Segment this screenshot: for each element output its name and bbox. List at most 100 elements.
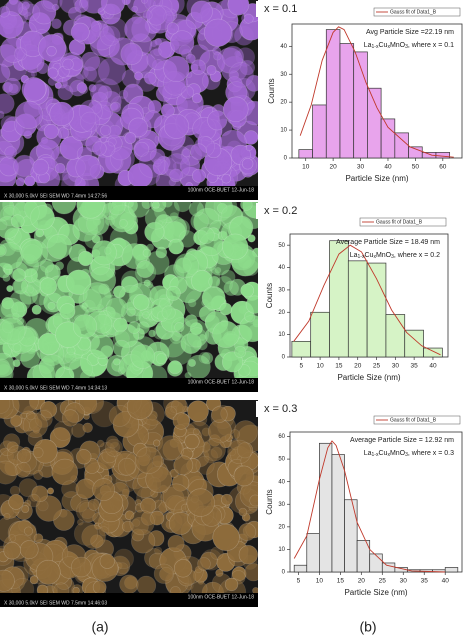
fit-curve [293,440,446,573]
grain [51,202,77,215]
grain [104,438,123,457]
grain [0,400,14,419]
grain [151,202,160,210]
grain [240,202,253,211]
grain [92,478,115,501]
histogram-bar [423,347,443,358]
x-tick-label: 40 [429,363,437,370]
legend-text: Gauss fit of Data1_B [390,9,437,15]
grain [227,439,252,465]
x-tick-label: 5 [299,363,303,370]
formula-part: 1-x [372,452,379,458]
grain [173,559,193,578]
grain [166,22,179,35]
grain [15,177,25,187]
grain [99,553,115,569]
x-tick-label: 5 [297,578,301,585]
grain [105,297,128,320]
grain [61,480,79,498]
grain [3,77,22,96]
grain [249,494,258,507]
grain [134,71,143,81]
caption: (b) [359,619,376,635]
legend-text: Gauss fit of Data1_B [376,219,423,225]
grain [130,344,155,369]
grain [96,439,105,448]
x-tick-label: 15 [335,363,343,370]
footer-text: X 30,000 5.0kV SEI SEM WD 7.4mm 14:27:56 [4,193,107,199]
caption: (a) [91,619,108,635]
grain [245,74,258,92]
x-tick-label: 30 [400,578,408,585]
grain [213,202,238,218]
x-tick-label: 20 [354,363,362,370]
grain [227,0,250,16]
grain [100,124,112,136]
footer-bar [0,593,258,607]
grain [215,568,224,577]
grain [160,103,175,118]
y-tick-label: 40 [280,44,287,50]
y-axis-label: Counts [265,283,274,308]
formula-part: Cu [364,252,373,259]
grain [144,110,163,129]
grain [82,282,111,311]
grain [233,465,255,487]
grain [128,117,148,138]
grain [168,360,182,375]
grain [165,285,181,301]
formula-part: Cu [378,42,387,49]
grain [0,460,18,485]
grain [92,141,107,156]
grain [191,93,203,104]
x-axis-label: Particle Size (nm) [344,588,407,597]
grain [31,485,49,503]
histogram-bar [331,454,345,573]
legend-box [373,7,461,17]
formula-part: La [364,42,372,49]
grain [0,219,8,231]
fit-curve [293,244,441,356]
footer-text: 100nm OCE-BUET 12-Jun-18 [188,594,255,600]
grain [91,240,117,266]
grain [108,202,126,216]
formula-part: 3 [405,44,408,50]
grain [185,53,196,64]
grain [102,17,128,43]
grain [119,574,139,595]
grain [110,146,135,172]
image-label: x = 0.1 [264,3,297,15]
y-tick-label: 20 [278,310,285,316]
label-bg [256,401,306,417]
footer-text: X 30,000 5.0kV SEI SEM WD 7.5mm 14:46:03 [4,600,107,606]
grain [197,226,215,245]
x-tick-label: 20 [358,578,366,585]
legend-box [359,217,447,227]
grain [142,311,150,319]
grain [146,4,167,26]
grain [13,154,36,177]
grain [59,303,76,320]
grain [3,513,11,520]
grain [174,322,185,333]
grain [229,429,241,440]
grain [0,115,18,132]
formula: La1-xCuxMnO3, where x = 0.2 [350,252,440,260]
grain [47,67,59,79]
grain [173,455,194,476]
y-tick-label: 0 [282,570,286,576]
grain [21,76,47,102]
grain [221,173,232,184]
grain [245,295,258,314]
grain [164,406,177,419]
grain [153,158,162,167]
grain [203,18,232,47]
grain [211,406,228,423]
grain [214,266,222,274]
grain [169,212,179,222]
formula-part: 1-x [358,254,365,260]
histogram-bar [347,260,368,358]
grain [33,469,44,481]
histogram-bar [329,240,349,358]
